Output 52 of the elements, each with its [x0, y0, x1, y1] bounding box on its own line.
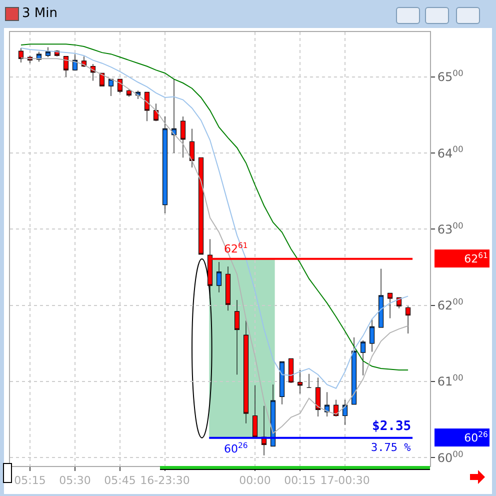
candlestick — [342, 399, 348, 426]
x-tick-label: 05:15 — [14, 474, 46, 488]
candlestick — [270, 384, 276, 446]
candlestick — [226, 266, 231, 311]
candlestick — [334, 399, 339, 417]
y-tick-label: 63$^{00}$ — [437, 220, 464, 236]
y-tick-label: 61$^{00}$ — [437, 372, 464, 389]
x-tick-label: 17-00:30 — [320, 474, 370, 488]
candlestick — [45, 46, 50, 58]
x-tick-label: 00:00 — [239, 474, 271, 488]
candlestick — [162, 116, 168, 214]
annotation: $2.35 — [372, 419, 412, 434]
candlestick — [154, 103, 159, 122]
candlestick — [298, 370, 303, 394]
y-tick-label: 65$^{00}$ — [437, 68, 464, 84]
candlestick — [108, 78, 114, 96]
candlestick — [244, 320, 249, 424]
candlestick — [306, 374, 312, 388]
candlestick — [126, 88, 132, 98]
text: 62$^{61}$ — [464, 251, 488, 266]
candlestick — [216, 262, 222, 293]
annotation: 3.75 % — [371, 441, 412, 454]
y-tick-label: 60$^{00}$ — [437, 448, 464, 465]
candlestick — [63, 56, 68, 78]
y-tick-label: 64$^{00}$ — [437, 144, 464, 160]
x-tick-label: 05:30 — [59, 474, 91, 488]
candlestick — [190, 128, 195, 168]
x-tick-label: 00:15 — [284, 474, 316, 488]
candlestick — [406, 306, 411, 334]
annotation: 62$^{61}$ — [224, 241, 248, 256]
x-tick-label: 05:45 — [104, 474, 136, 488]
candlestick — [172, 78, 177, 154]
candlestick — [252, 384, 258, 438]
candlestick — [316, 377, 321, 417]
candlestick — [72, 54, 78, 70]
candlestick — [144, 92, 150, 122]
candlestick — [352, 337, 357, 405]
x-tick-label: 16-23:30 — [140, 474, 190, 488]
candlestick — [198, 157, 204, 255]
candlestick — [234, 300, 240, 375]
candlestick — [18, 48, 24, 63]
candlestick — [370, 318, 375, 352]
candlestick — [378, 268, 384, 328]
candlestick — [180, 116, 186, 158]
annotation: 60$^{26}$ — [224, 441, 248, 456]
chart-title: 3 Min — [22, 6, 58, 21]
text: 60$^{26}$ — [464, 430, 488, 445]
y-tick-label: 62$^{00}$ — [437, 296, 464, 313]
candlestick — [360, 340, 366, 376]
candlestick — [280, 361, 285, 405]
candlestick — [388, 292, 393, 319]
candlestick — [288, 358, 294, 384]
